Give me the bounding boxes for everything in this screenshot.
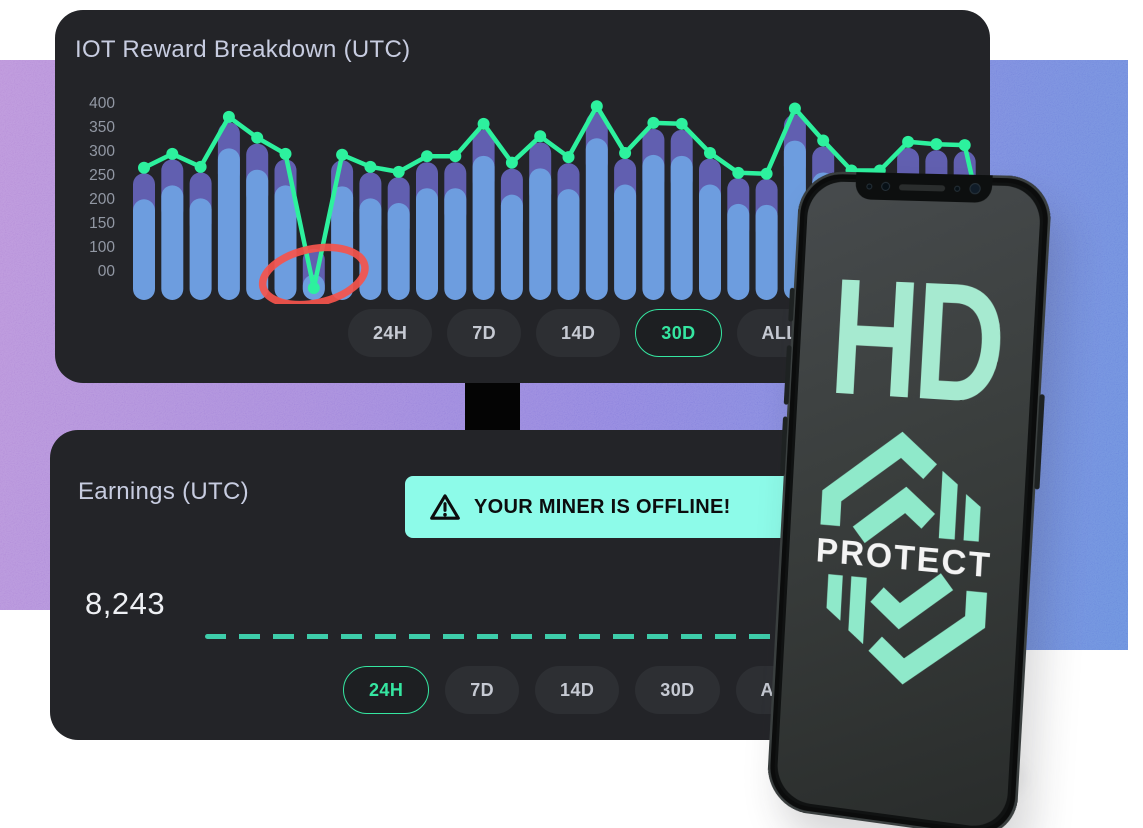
line-point: [166, 147, 179, 160]
bar: [557, 189, 580, 300]
line-point: [251, 131, 264, 144]
line-point: [675, 117, 688, 130]
timeframe-14d[interactable]: 14D: [535, 666, 620, 714]
line-point: [958, 139, 971, 152]
line-point: [619, 146, 632, 159]
line-point: [647, 116, 660, 129]
warning-triangle-icon: [430, 494, 460, 520]
bar: [500, 194, 523, 300]
line-point: [477, 117, 490, 130]
camera-dot-icon: [866, 182, 873, 190]
y-tick-label: 300: [89, 143, 115, 160]
bar: [217, 148, 240, 300]
y-tick-label: 100: [89, 239, 115, 256]
y-tick-label: 250: [89, 167, 115, 184]
y-tick-label: 350: [89, 119, 115, 136]
line-point: [421, 150, 433, 163]
line-point: [505, 156, 518, 169]
y-tick-label: 400: [89, 95, 115, 112]
phone-mockup: HD PROTECT: [765, 170, 1053, 828]
phone-mute-switch: [788, 287, 795, 322]
bar: [161, 185, 184, 300]
line-point: [336, 148, 349, 161]
line-point: [364, 160, 377, 173]
bar: [246, 169, 269, 300]
bar: [387, 203, 410, 300]
phone-notch: [854, 172, 993, 203]
line-point: [279, 147, 292, 160]
bar: [444, 188, 467, 300]
bar: [189, 198, 212, 300]
bar: [670, 155, 693, 300]
timeframe-30d[interactable]: 30D: [635, 666, 720, 714]
camera-dot-icon: [880, 181, 891, 192]
monitor-stand: [465, 382, 520, 432]
line-point: [138, 161, 150, 174]
y-axis-labels: 400 350 300 250 200 150 100 00: [69, 92, 115, 284]
y-tick-label: 200: [89, 191, 115, 208]
bar: [755, 204, 778, 300]
offline-annotation-circle: [258, 243, 369, 304]
bar: [133, 199, 155, 300]
y-tick-label: 150: [89, 215, 115, 232]
bar: [529, 168, 552, 300]
timeframe-7d[interactable]: 7D: [447, 309, 522, 357]
bar: [359, 198, 382, 300]
line-point: [732, 166, 745, 179]
line-point: [590, 100, 603, 113]
timeframe-24h[interactable]: 24H: [348, 309, 433, 357]
y-tick-label: 00: [97, 263, 115, 280]
bar: [727, 203, 750, 300]
bar: [274, 185, 297, 300]
bar: [699, 184, 721, 300]
bar: [614, 184, 637, 300]
bar: [416, 188, 438, 300]
line-point: [562, 151, 575, 164]
line-point: [760, 167, 773, 180]
bar: [585, 138, 608, 300]
line-point: [788, 102, 801, 115]
line-point: [392, 165, 405, 178]
reward-card-title: IOT Reward Breakdown (UTC): [75, 36, 411, 63]
line-point: [307, 282, 320, 294]
bar: [331, 186, 354, 300]
timeframe-14d[interactable]: 14D: [536, 309, 621, 357]
camera-lens-icon: [969, 182, 982, 195]
line-point: [817, 134, 830, 147]
timeframe-7d[interactable]: 7D: [445, 666, 520, 714]
line-point: [930, 138, 943, 151]
line-point: [222, 110, 235, 123]
alert-text: YOUR MINER IS OFFLINE!: [474, 495, 731, 518]
timeframe-24h[interactable]: 24H: [343, 666, 430, 714]
earnings-value: 8,243: [85, 586, 166, 621]
bar: [642, 154, 665, 300]
speaker-slot-icon: [898, 183, 946, 191]
bar: [472, 155, 495, 300]
timeframe-30d[interactable]: 30D: [635, 309, 722, 357]
reward-timeframe-row: 24H 7D 14D 30D ALL: [348, 309, 823, 357]
line-point: [449, 150, 462, 163]
phone-screen: HD PROTECT: [775, 180, 1042, 828]
line-point: [902, 135, 915, 148]
earnings-dashed-line: [205, 634, 980, 639]
line-point: [194, 160, 207, 173]
camera-dot-icon: [954, 185, 961, 192]
earnings-card-title: Earnings (UTC): [78, 478, 249, 505]
brand-text-hd: HD: [825, 243, 1006, 439]
brand-logo: PROTECT: [808, 420, 1000, 700]
line-point: [704, 146, 716, 159]
line-point: [534, 130, 547, 143]
